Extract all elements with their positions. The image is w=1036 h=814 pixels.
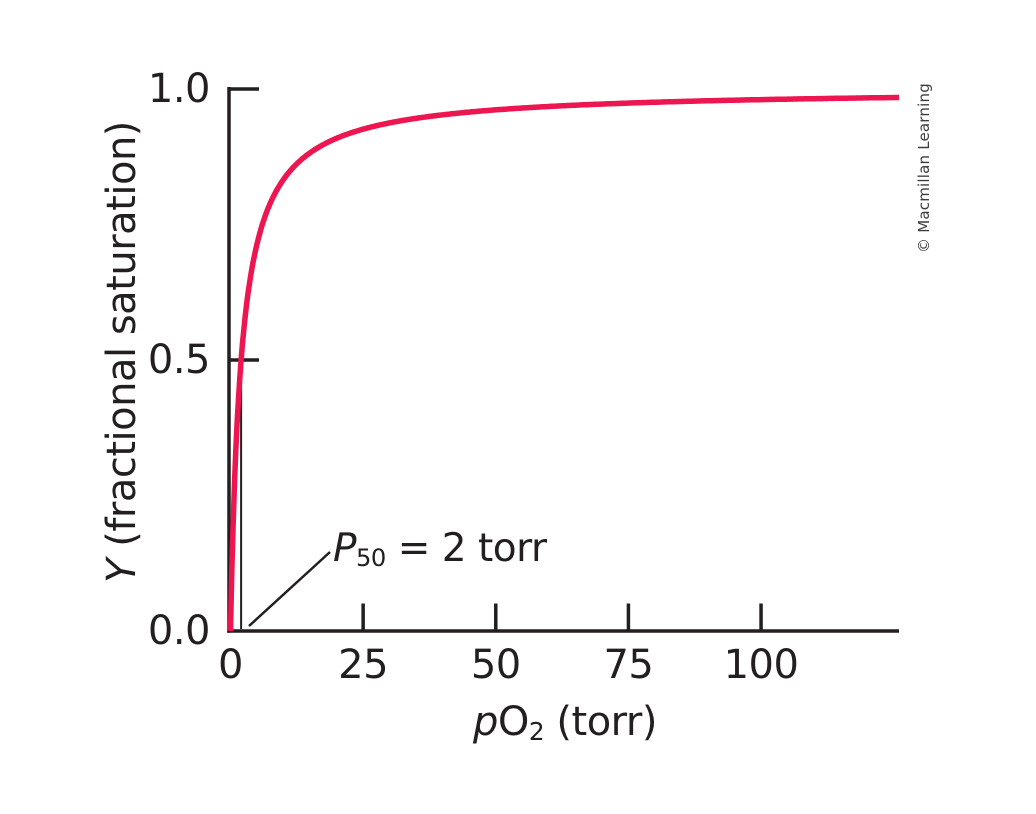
y-tick-label: 1.0	[147, 66, 211, 112]
p50-annotation: P50 = 2 torr	[333, 527, 547, 575]
p50-symbol: P	[333, 526, 357, 571]
x-axis-label: pO2 (torr)	[365, 699, 765, 747]
p50-value: = 2 torr	[385, 526, 547, 571]
saturation-curve	[227, 94, 899, 632]
y-axis-label-symbol: Y	[99, 558, 145, 583]
y-axis-label-text: (fractional saturation)	[99, 121, 145, 559]
copyright-credit: © Macmillan Learning	[915, 83, 933, 253]
x-tick-label: 50	[470, 642, 521, 688]
p50-subscript: 50	[356, 544, 386, 573]
y-tick-label: 0.0	[147, 608, 211, 654]
y-axis-label: Y (fractional saturation)	[99, 112, 145, 592]
x-tick-label: 0	[218, 642, 243, 688]
x-tick-label: 100	[723, 642, 799, 688]
x-axis-label-subscript: 2	[528, 717, 545, 747]
axes	[227, 87, 899, 633]
x-axis-label-main: O	[497, 699, 529, 745]
x-tick-label: 25	[338, 642, 389, 688]
annotation-leader-line	[248, 551, 331, 627]
x-axis-label-units: (torr)	[544, 699, 657, 745]
y-tick-label: 0.5	[147, 337, 211, 383]
x-axis-label-symbol: p	[473, 699, 498, 745]
x-tick-label: 75	[603, 642, 654, 688]
